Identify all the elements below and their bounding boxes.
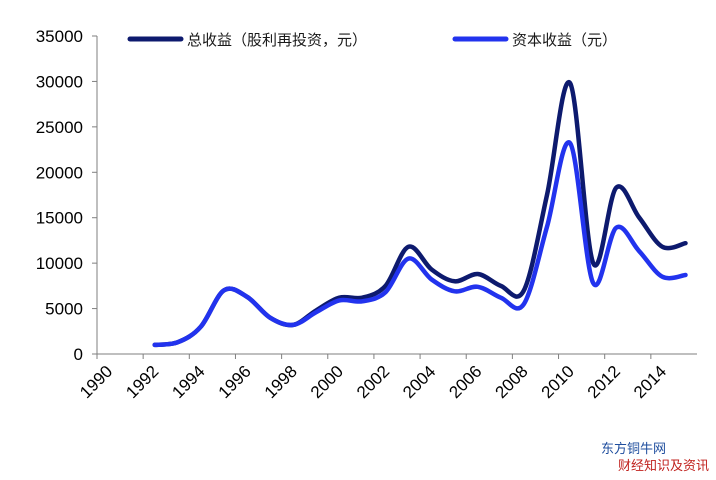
watermark-line2: 财经知识及资讯: [618, 458, 709, 474]
watermark-line1: 东方铜牛网: [601, 441, 666, 457]
watermark: 东方铜牛网 财经知识及资讯: [601, 441, 709, 474]
x-axis: 1990 1992 1994 1996 1998 2000 2002 2004 2006 2008…: [76, 353, 697, 402]
x-tick-label: 2006: [445, 362, 485, 402]
x-tick-label: 2002: [353, 362, 393, 402]
x-tick-label: 2004: [399, 362, 439, 402]
x-tick-label: 1996: [215, 362, 255, 402]
x-tick-label: 2008: [492, 362, 532, 402]
x-tick-group: 1990 1992 1994 1996 1998 2000 2002 2004 2006 2008…: [76, 354, 670, 402]
series-group: [152, 80, 688, 348]
x-tick-label: 1998: [261, 362, 301, 402]
legend: 总收益（股利再投资，元） 资本收益（元）: [127, 31, 617, 49]
x-tick-label: 2014: [630, 362, 670, 402]
y-tick-label: 0: [74, 345, 83, 364]
legend-label-total: 总收益（股利再投资，元）: [187, 31, 367, 49]
legend-item-capital: 资本收益（元）: [452, 31, 617, 49]
y-tick-label: 30000: [36, 72, 83, 91]
y-tick-group: 0 5000 10000 15000 20000 25000 30000 35000: [36, 27, 97, 364]
series-line-total-return: [152, 80, 688, 348]
y-axis: 0 5000 10000 15000 20000 25000 30000 35000: [36, 27, 98, 364]
x-tick-label: 2010: [538, 362, 578, 402]
y-tick-label: 35000: [36, 27, 83, 46]
y-tick-label: 15000: [36, 209, 83, 228]
y-tick-label: 10000: [36, 254, 83, 273]
legend-item-total: 总收益（股利再投资，元）: [127, 31, 367, 49]
series-line-capital-return: [152, 140, 688, 348]
x-tick-label: 2000: [307, 362, 347, 402]
legend-label-capital: 资本收益（元）: [512, 31, 617, 49]
x-tick-label: 1994: [168, 362, 208, 402]
x-tick-label: 2012: [584, 362, 624, 402]
x-tick-label: 1992: [122, 362, 162, 402]
y-tick-label: 20000: [36, 163, 83, 182]
y-tick-label: 25000: [36, 118, 83, 137]
y-tick-label: 5000: [45, 300, 83, 319]
x-tick-label: 1990: [76, 362, 116, 402]
